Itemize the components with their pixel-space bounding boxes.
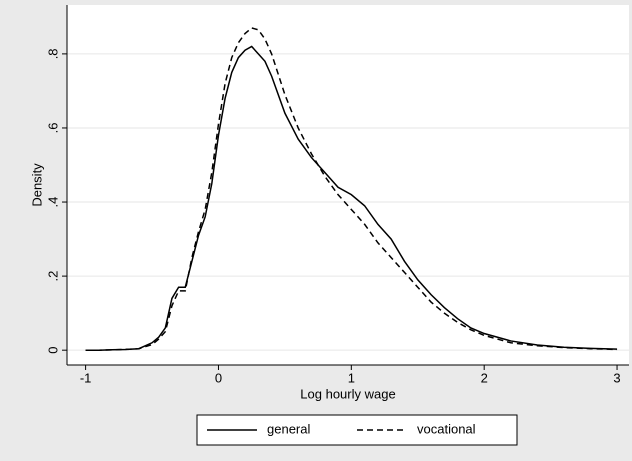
x-axis-label: Log hourly wage: [300, 386, 395, 401]
y-tick-label: .8: [45, 48, 60, 59]
x-tick-label: 1: [348, 370, 355, 385]
legend-label: vocational: [417, 421, 476, 436]
plot-area: [67, 5, 629, 365]
density-line: [85, 27, 618, 351]
y-tick-label: .2: [45, 271, 60, 282]
density-line: [85, 45, 618, 351]
y-tick-label: .6: [45, 123, 60, 134]
y-axis-label: Density: [29, 163, 44, 207]
x-tick-label: 2: [481, 370, 488, 385]
y-tick-label: .4: [45, 197, 60, 208]
y-tick-label: 0: [45, 347, 60, 354]
x-tick-label: 3: [613, 370, 620, 385]
x-tick-label: 0: [215, 370, 222, 385]
x-tick-label: -1: [80, 370, 92, 385]
legend-label: general: [267, 421, 310, 436]
